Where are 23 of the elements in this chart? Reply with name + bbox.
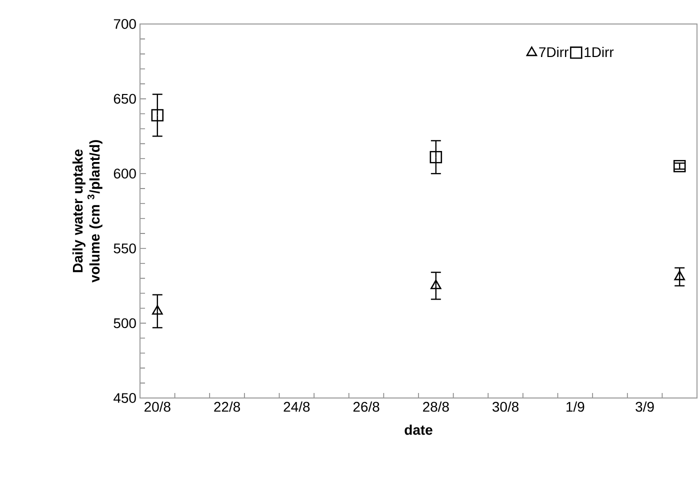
y-tick-label: 650: [114, 94, 136, 104]
legend-label: 7Dirr: [539, 46, 568, 57]
x-tick-label: 28/8: [423, 402, 449, 412]
y-tick-label: 700: [114, 19, 136, 29]
x-tick-label: 20/8: [144, 402, 170, 412]
point: [151, 109, 164, 122]
x-tick-label: 30/8: [492, 402, 519, 412]
y-tick-label: 600: [114, 168, 136, 179]
x-tick-label: 3/9: [636, 402, 654, 412]
x-tick-label: 24/8: [284, 402, 310, 412]
x-axis-title: date: [404, 424, 432, 435]
x-tick-label: 22/8: [214, 402, 240, 412]
point: [673, 160, 686, 172]
x-tick-label: 1/9: [566, 402, 584, 412]
y-tick-label: 550: [114, 243, 136, 254]
legend-label: 1Dirr: [584, 46, 614, 57]
point: [430, 151, 442, 164]
y-tick-label: 500: [114, 318, 136, 328]
point: [674, 270, 685, 280]
point: [430, 280, 442, 290]
y-tick-label: 450: [114, 393, 136, 403]
x-tick-label: 26/8: [353, 402, 380, 412]
point: [152, 305, 163, 315]
